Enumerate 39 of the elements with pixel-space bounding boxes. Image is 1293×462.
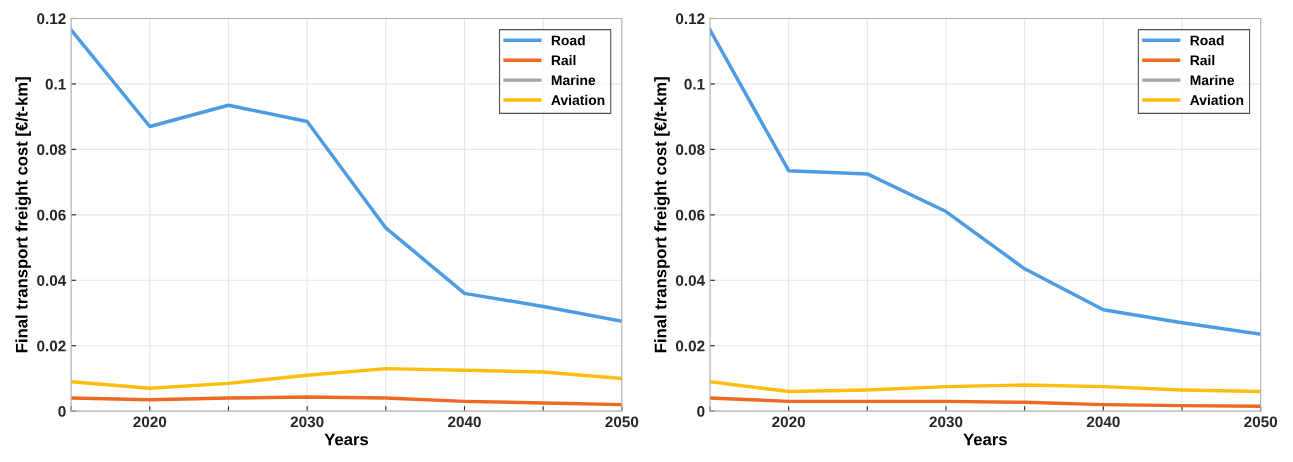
x-axis-title: Years — [963, 433, 1007, 446]
line-series — [709, 28, 1261, 337]
y-tick-label: 0.12 — [37, 13, 66, 25]
y-axis-title: Final transport freight cost [€/t-km] — [15, 77, 31, 353]
y-tick-label: 0.06 — [37, 209, 66, 221]
x-tick-label: 2050 — [605, 416, 639, 428]
x-tick-label: 2020 — [772, 416, 805, 428]
legend-label: Marine — [551, 74, 596, 86]
legend-label: Road — [551, 35, 585, 46]
y-tick-label: 0.12 — [675, 13, 705, 25]
y-tick-label: 0.02 — [37, 340, 66, 352]
x-tick-label: 2050 — [1244, 416, 1278, 428]
x-axis-title: Years — [324, 433, 369, 446]
y-tick-label: 0.08 — [37, 144, 66, 156]
x-tick-label: 2020 — [133, 416, 167, 428]
x-tick-label: 2040 — [1086, 416, 1120, 428]
y-tick-label: 0.04 — [675, 275, 706, 286]
y-tick-label: 0.02 — [675, 340, 705, 352]
legend-label: Road — [1190, 35, 1224, 46]
legend-label: Rail — [1190, 55, 1215, 66]
y-tick-label: 0 — [58, 406, 66, 417]
legend-label: Rail — [551, 55, 576, 66]
y-axis-title: Final transport freight cost [€/t-km] — [654, 77, 670, 353]
legend-label: Aviation — [551, 94, 605, 106]
line-series — [71, 366, 622, 391]
x-tick-label: 2030 — [929, 416, 963, 428]
line-series — [709, 379, 1261, 394]
x-tick-label: 2030 — [290, 416, 324, 428]
legend-label: Aviation — [1190, 94, 1244, 106]
y-tick-label: 0.06 — [675, 209, 705, 221]
x-tick-label: 2040 — [448, 416, 481, 428]
y-tick-label: 0.04 — [37, 275, 67, 286]
y-tick-label: 0 — [697, 406, 705, 417]
line-series — [71, 395, 622, 407]
line-series — [71, 28, 622, 323]
legend-label: Marine — [1190, 74, 1235, 86]
y-tick-label: 0.1 — [45, 78, 66, 90]
y-tick-label: 0.1 — [684, 78, 705, 90]
y-tick-label: 0.08 — [675, 144, 705, 156]
